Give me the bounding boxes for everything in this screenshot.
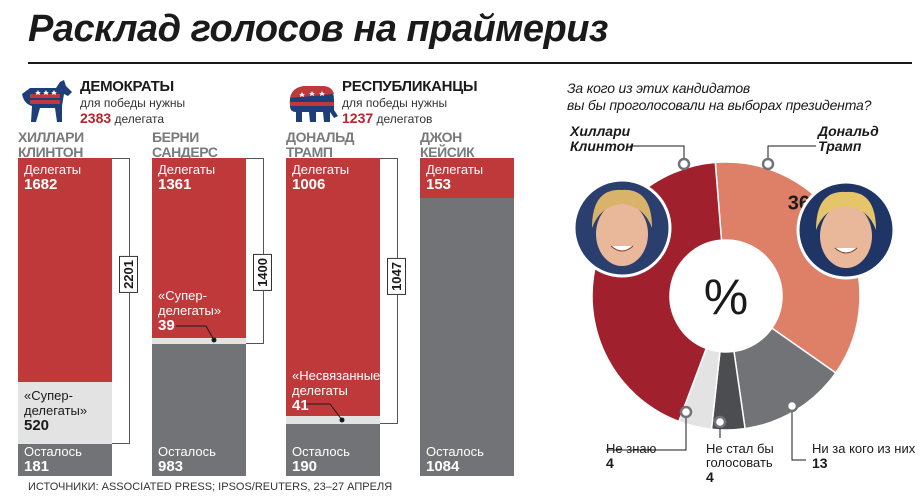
rep-need-text: для победы нужны <box>342 96 448 110</box>
remaining-segment <box>286 424 380 476</box>
trump-marker <box>761 157 775 171</box>
total-bracket <box>246 158 264 344</box>
elephant-icon <box>289 86 338 122</box>
remaining-label: Осталось 983 <box>158 444 216 475</box>
dontknow-leader-line <box>606 412 687 451</box>
remaining-segment <box>420 198 514 476</box>
dem-party-name: ДЕМОКРАТЫ <box>80 78 174 95</box>
clinton-leader-line <box>630 145 685 164</box>
superdelegates-label: «Супер-делегаты» 520 <box>24 388 88 434</box>
delegates-label: Делегаты 1682 <box>24 162 82 193</box>
delegates-segment <box>420 158 514 198</box>
superdelegates-segment <box>18 382 112 444</box>
candidate-name-sanders: БЕРНИ САНДЕРС <box>152 129 218 160</box>
delegates-label: Делегаты 153 <box>426 162 484 193</box>
percent-symbol: % <box>704 269 748 325</box>
unbound-pointer-line <box>306 403 345 423</box>
super-pointer-line <box>176 325 217 343</box>
total-delegates-clinton: 2201 <box>119 256 138 293</box>
trump-leader-line <box>767 145 816 164</box>
remaining-segment <box>18 444 112 476</box>
rep-need-count: 1237 делегатов <box>342 110 433 126</box>
delegates-segment <box>18 158 112 382</box>
dem-need-count: 2383 делегата <box>80 110 165 126</box>
column-clinton: Делегаты 1682 «Супер-делегаты» 520 Осталос… <box>18 158 112 476</box>
remaining-label: Осталось 1084 <box>426 444 484 475</box>
none-label: Ни за кого из них 13 <box>812 441 916 471</box>
clinton-photo <box>572 178 672 278</box>
clinton-name-label: Хиллари Клинтон <box>570 123 634 154</box>
donut-center <box>672 242 780 350</box>
rep-party-name: РЕСПУБЛИКАНЦЫ <box>342 78 478 95</box>
column-sanders: Делегаты 1361 «Супер-делегаты» 39 Осталось… <box>152 158 246 476</box>
remaining-label: Осталось 190 <box>292 444 350 475</box>
dontknow-marker <box>679 405 693 419</box>
superdelegates-segment <box>152 338 246 344</box>
trump-photo <box>796 180 896 280</box>
page-title: Расклад голосов на праймериз <box>28 8 608 50</box>
poll-question: За кого из этих кандидатов вы бы проголос… <box>567 80 872 113</box>
none-marker <box>785 399 799 413</box>
delegates-label: Делегаты 1006 <box>292 162 350 193</box>
unbound-delegates-label: «Несвязанные» делегаты 41 <box>292 368 388 414</box>
title-underline <box>28 62 912 64</box>
poll-donut-chart: %4336 <box>572 145 896 461</box>
superdelegates-label: «Супер-делегаты» 39 <box>158 288 222 334</box>
dontknow-label: Не знаю 4 <box>606 441 657 471</box>
remaining-label: Осталось 181 <box>24 444 82 475</box>
candidate-name-clinton: ХИЛЛАРИ КЛИНТОН <box>18 129 84 160</box>
delegates-segment <box>286 158 380 416</box>
delegates-label: Делегаты 1361 <box>158 162 216 193</box>
delegates-segment <box>152 158 246 338</box>
total-delegates-trump: 1047 <box>387 258 406 295</box>
wouldnt-marker <box>713 415 727 429</box>
candidate-name-kasich: ДЖОН КЕЙСИК <box>420 129 475 160</box>
column-trump: Делегаты 1006 «Несвязанные» делегаты 41 Ост… <box>286 158 388 476</box>
clinton-marker <box>677 157 691 171</box>
none-leader-line <box>791 406 806 461</box>
total-delegates-sanders: 1400 <box>253 254 272 291</box>
unbound-delegates-segment <box>286 416 380 424</box>
source-note: ИСТОЧНИКИ: ASSOCIATED PRESS; IPSOS/REUTE… <box>28 481 393 493</box>
column-kasich: Делегаты 153 Осталось 1084 <box>420 158 514 476</box>
remaining-segment <box>152 344 246 476</box>
wouldnt-vote-label: Не стал бы голосовать 4 <box>706 441 774 485</box>
trump-name-label: Дональд Трамп <box>818 123 879 154</box>
total-bracket <box>112 158 130 444</box>
candidate-name-trump: ДОНАЛЬД ТРАМП <box>286 129 355 160</box>
dem-need-text: для победы нужны <box>80 96 186 110</box>
donkey-icon <box>22 80 72 122</box>
